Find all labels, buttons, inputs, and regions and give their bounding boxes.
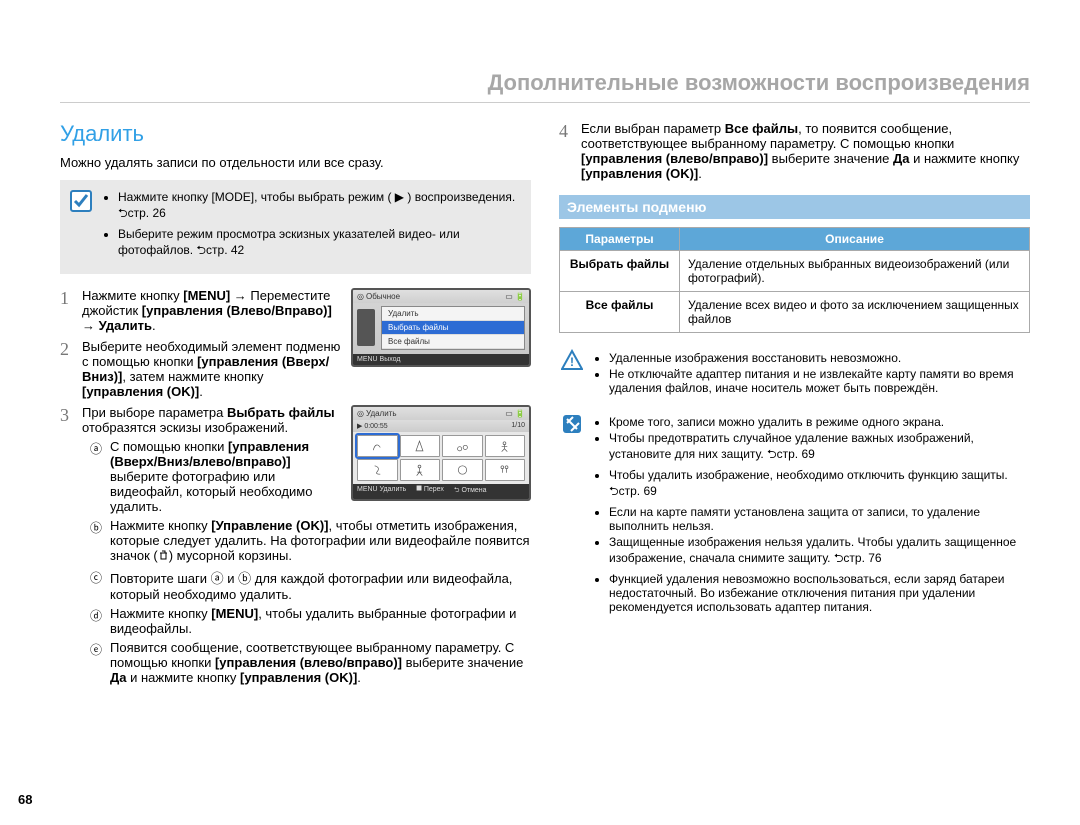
note-icon — [561, 413, 583, 435]
section-title: Удалить — [60, 121, 531, 147]
tip-item: Функцией удаления невозможно воспользова… — [609, 572, 1030, 614]
note-item: Выберите режим просмотра эскизных указат… — [118, 227, 519, 262]
substep-e: ⓔ Появится сообщение, соответствующее вы… — [90, 640, 531, 685]
lcd-counter: 1/10 — [511, 422, 525, 430]
tip-item: Чтобы предотвратить случайное удаление в… — [609, 431, 1030, 466]
submenu-heading: Элементы подменю — [559, 195, 1030, 219]
page-number: 68 — [18, 792, 32, 807]
chapter-title: Дополнительные возможности воспроизведен… — [60, 70, 1030, 103]
lcd-menu-item: Удалить — [382, 307, 524, 321]
tip-item: Чтобы удалить изображение, необходимо от… — [609, 468, 1030, 503]
battery-icon: ▭ 🔋 — [505, 409, 525, 418]
tips-block: Кроме того, записи можно удалить в режим… — [559, 411, 1030, 620]
warning-block: ! Удаленные изображения восстановить нев… — [559, 347, 1030, 401]
step-2: Выберите необходимый элемент подменю с п… — [60, 339, 531, 399]
note-item: Нажмите кнопку [MODE], чтобы выбрать реж… — [118, 190, 519, 225]
substep-c: ⓒ Повторите шаги ⓐ и ⓑ для каждой фотогр… — [90, 568, 531, 602]
tip-item: Кроме того, записи можно удалить в режим… — [609, 415, 1030, 429]
trash-icon — [158, 549, 169, 564]
step-3: ◎ Удалить ▭ 🔋 ▶ 0:00:55 1/10 — [60, 405, 531, 685]
params-table: Параметры Описание Выбрать файлы Удалени… — [559, 227, 1030, 333]
table-row: Выбрать файлы Удаление отдельных выбранн… — [560, 251, 1030, 292]
check-icon — [70, 190, 92, 212]
warning-icon: ! — [561, 349, 583, 371]
substep-b: ⓑ Нажмите кнопку [Управление (OK)], чтоб… — [90, 518, 531, 564]
left-column: Удалить Можно удалять записи по отдельно… — [60, 121, 531, 691]
lcd-time: ▶ 0:00:55 — [357, 422, 388, 430]
tip-item: Защищенные изображения нельзя удалить. Ч… — [609, 535, 1030, 570]
manual-page: Дополнительные возможности воспроизведен… — [0, 0, 1080, 825]
rec-mode-icon: ◎ Обычное — [357, 292, 400, 301]
step-1: ◎ Обычное ▭ 🔋 Удалить Выбрать файлы Все … — [60, 288, 531, 333]
substep-a: ⓐ С помощью кнопки [управления (Вверх/Вн… — [90, 439, 531, 514]
right-column: Если выбран параметр Все файлы, то появи… — [559, 121, 1030, 691]
table-row: Все файлы Удаление всех видео и фото за … — [560, 292, 1030, 333]
table-header: Параметры — [560, 228, 680, 251]
rec-mode-icon: ◎ Удалить — [357, 409, 397, 418]
tip-item: Если на карте памяти установлена защита … — [609, 505, 1030, 533]
substep-d: ⓓ Нажмите кнопку [MENU], чтобы удалить в… — [90, 606, 531, 636]
warn-item: Удаленные изображения восстановить невоз… — [609, 351, 1030, 365]
warn-item: Не отключайте адаптер питания и не извле… — [609, 367, 1030, 395]
step-4: Если выбран параметр Все файлы, то появи… — [559, 121, 1030, 181]
note-box: Нажмите кнопку [MODE], чтобы выбрать реж… — [60, 180, 531, 274]
svg-text:!: ! — [570, 355, 574, 369]
lcd-menu-item-selected: Выбрать файлы — [382, 321, 524, 335]
table-header: Описание — [680, 228, 1030, 251]
section-intro: Можно удалять записи по отдельности или … — [60, 155, 531, 170]
battery-icon: ▭ 🔋 — [505, 292, 525, 301]
